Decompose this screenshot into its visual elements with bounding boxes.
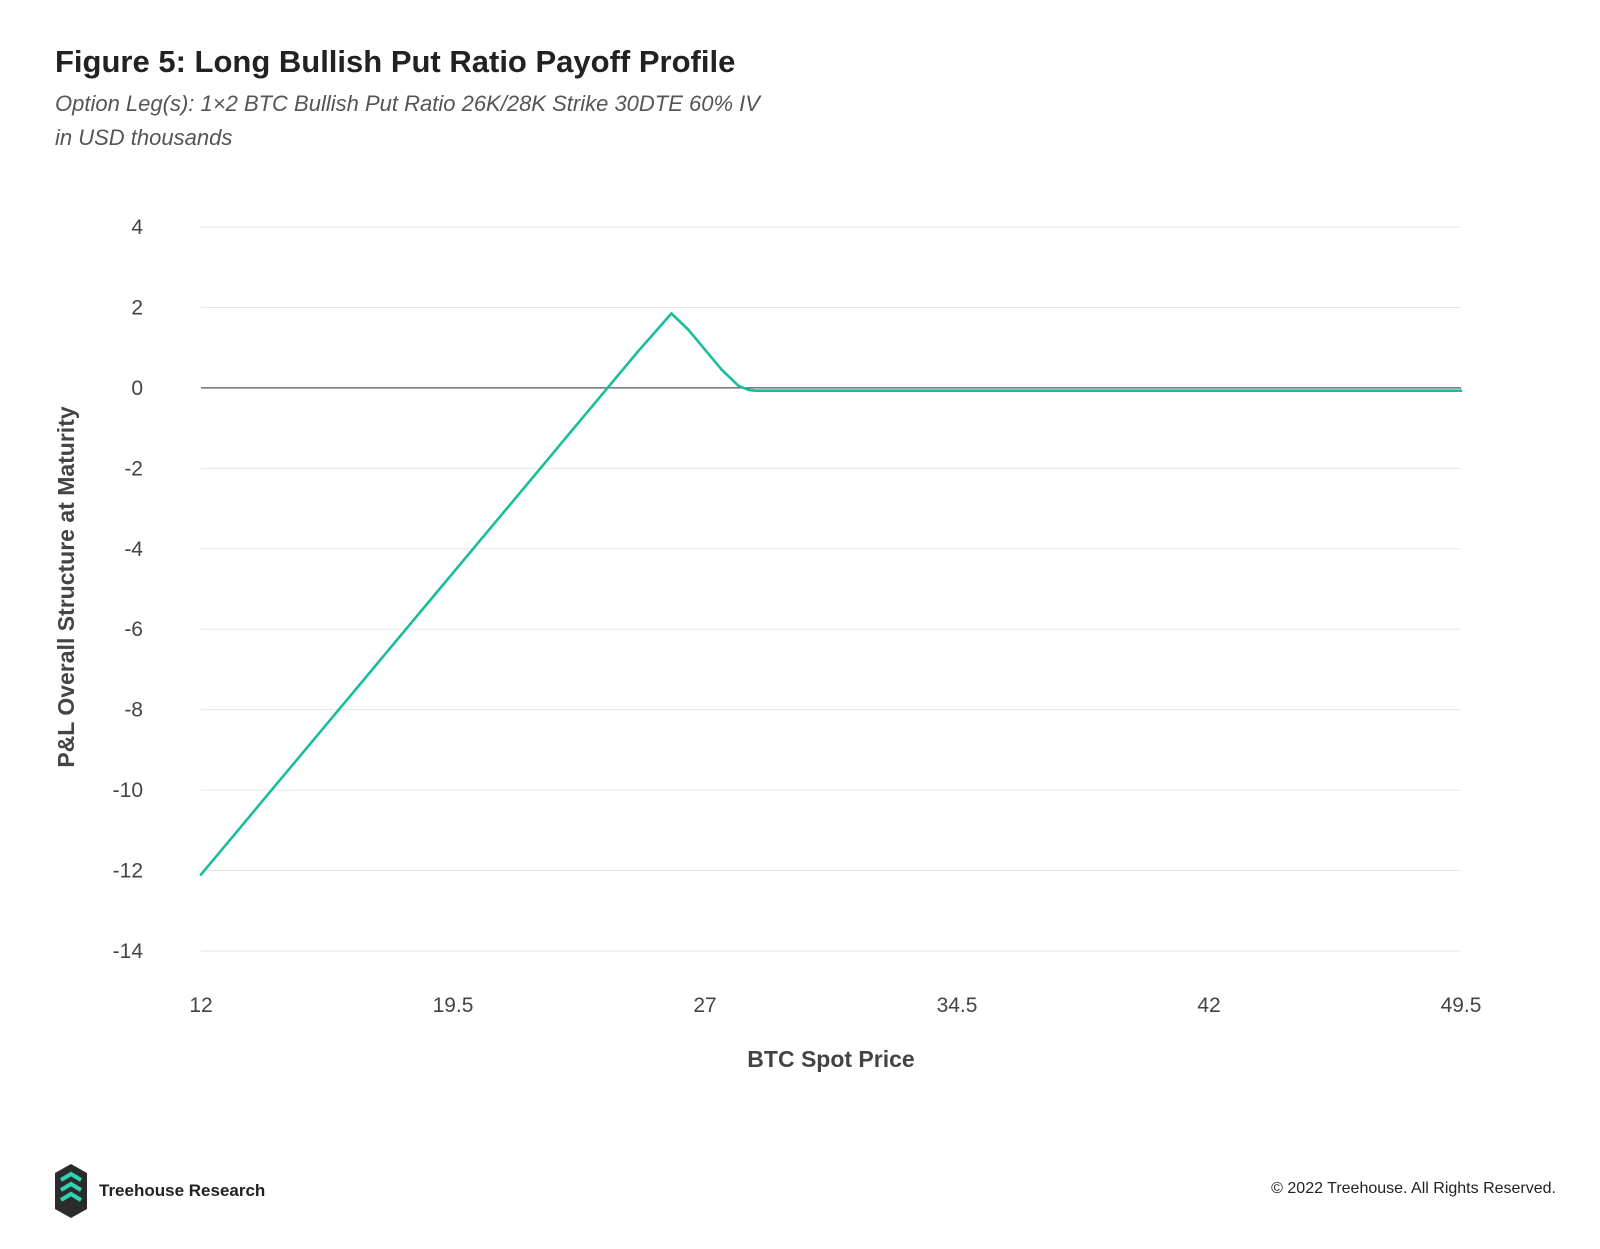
payoff-point xyxy=(670,312,673,315)
y-tick-label: 4 xyxy=(131,216,143,239)
y-tick-label: -4 xyxy=(124,538,143,561)
x-tick-label: 19.5 xyxy=(433,994,474,1017)
payoff-point xyxy=(233,833,236,836)
payoff-point xyxy=(434,591,438,595)
payoff-point xyxy=(636,350,640,353)
payoff-point xyxy=(703,348,707,351)
payoff-point xyxy=(754,389,757,393)
x-axis-title: BTC Spot Price xyxy=(747,1046,914,1072)
y-axis-ticks: 4 2 0 -2 -4 -6 -8 -10 -12 -14 xyxy=(113,216,144,963)
payoff-point xyxy=(1375,389,1379,393)
y-tick-label: -14 xyxy=(113,940,144,963)
grid-lines xyxy=(201,226,1461,952)
payoff-point xyxy=(871,389,875,393)
payoff-point xyxy=(401,631,404,635)
payoff-point xyxy=(747,388,750,392)
payoff-point xyxy=(602,390,606,394)
payoff-line xyxy=(199,312,1463,876)
payoff-point xyxy=(1459,389,1463,393)
y-tick-label: -8 xyxy=(124,699,143,722)
payoff-point xyxy=(569,430,572,434)
payoff-point xyxy=(367,672,371,675)
footer-brand: Treehouse Research xyxy=(55,1163,265,1219)
payoff-point xyxy=(1174,389,1177,393)
payoff-point xyxy=(737,384,740,388)
x-tick-label: 49.5 xyxy=(1441,994,1482,1017)
x-tick-label: 12 xyxy=(189,994,212,1017)
payoff-point xyxy=(199,873,203,876)
payoff-point xyxy=(266,792,270,796)
payoff-point xyxy=(770,389,774,393)
chart-units-note: in USD thousands xyxy=(55,125,233,150)
y-tick-label: -10 xyxy=(113,779,143,802)
x-tick-label: 34.5 xyxy=(937,994,978,1017)
payoff-point xyxy=(468,551,472,555)
payoff-point xyxy=(804,389,808,393)
payoff-point xyxy=(502,511,505,514)
chart-subtitle: Option Leg(s): 1×2 BTC Bullish Put Ratio… xyxy=(55,91,760,116)
payoff-point xyxy=(686,328,690,331)
payoff-point xyxy=(1073,389,1076,393)
payoff-point xyxy=(300,752,304,756)
x-tick-label: 27 xyxy=(693,994,716,1017)
y-tick-label: 0 xyxy=(131,377,143,400)
payoff-point xyxy=(334,712,337,715)
y-tick-label: 2 xyxy=(131,296,143,319)
y-tick-label: -12 xyxy=(113,860,143,883)
copyright-notice: © 2022 Treehouse. All Rights Reserved. xyxy=(1271,1180,1556,1197)
y-tick-label: -2 xyxy=(124,457,143,480)
payoff-point xyxy=(1274,389,1278,393)
payoff-point xyxy=(535,471,539,474)
payoff-point xyxy=(972,389,976,393)
chart-title: Figure 5: Long Bullish Put Ratio Payoff … xyxy=(55,44,736,79)
y-tick-label: -6 xyxy=(124,618,143,641)
x-tick-label: 42 xyxy=(1197,994,1220,1017)
y-axis-title: P&L Overall Structure at Maturity xyxy=(53,406,79,767)
x-axis-ticks: 12 19.5 27 34.5 42 49.5 xyxy=(189,994,1481,1017)
payoff-point xyxy=(720,368,724,372)
treehouse-logo-icon xyxy=(55,1164,87,1218)
brand-name: Treehouse Research xyxy=(99,1181,266,1200)
series-layer xyxy=(199,312,1463,876)
